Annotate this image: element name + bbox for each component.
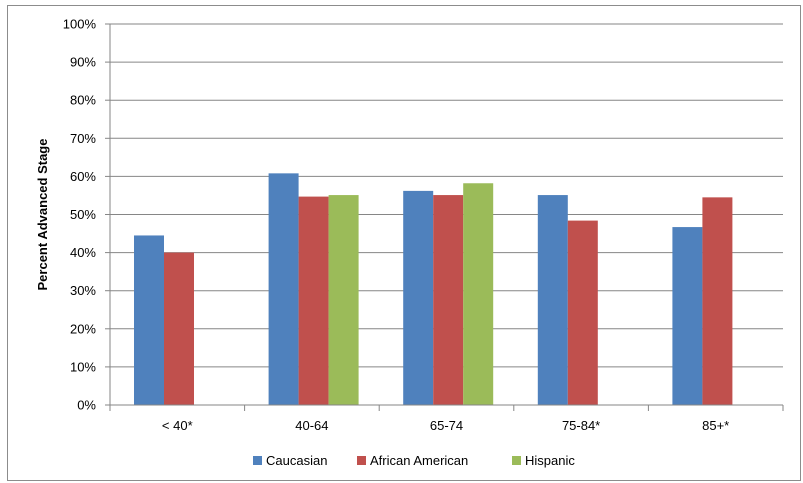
bar-african-american [567, 220, 598, 405]
x-tick-label: 75-84* [562, 418, 600, 433]
bar-hispanic [463, 183, 494, 405]
legend-label: African American [370, 453, 468, 468]
y-tick-label: 30% [70, 283, 96, 298]
y-tick-label: 80% [70, 93, 96, 108]
legend-swatch [512, 456, 521, 465]
legend-swatch [253, 456, 262, 465]
bar-african-american [298, 196, 329, 405]
bar-african-american [433, 195, 464, 405]
bar-caucasian [403, 190, 434, 405]
bar-african-american [164, 252, 194, 405]
x-tick-label: 85+* [702, 418, 729, 433]
legend-swatch [357, 456, 366, 465]
bar-hispanic [328, 195, 359, 405]
y-tick-label: 40% [70, 245, 96, 260]
y-tick-label: 50% [70, 207, 96, 222]
bar-african-american [702, 197, 733, 405]
bar-caucasian [537, 195, 568, 405]
bar-caucasian [268, 173, 299, 405]
legend-label: Hispanic [525, 453, 575, 468]
y-tick-label: 70% [70, 131, 96, 146]
y-tick-label: 100% [63, 17, 97, 32]
y-tick-label: 20% [70, 321, 96, 336]
y-axis-label: Percent Advanced Stage [35, 139, 50, 291]
legend-label: Caucasian [266, 453, 327, 468]
y-tick-label: 90% [70, 55, 96, 70]
bar-caucasian [672, 227, 703, 405]
y-tick-label: 0% [77, 398, 96, 413]
bar-caucasian [134, 235, 164, 405]
x-tick-label: 40-64 [295, 418, 328, 433]
y-tick-label: 60% [70, 169, 96, 184]
x-tick-label: 65-74 [430, 418, 463, 433]
y-tick-label: 10% [70, 359, 96, 374]
x-tick-label: < 40* [162, 418, 193, 433]
